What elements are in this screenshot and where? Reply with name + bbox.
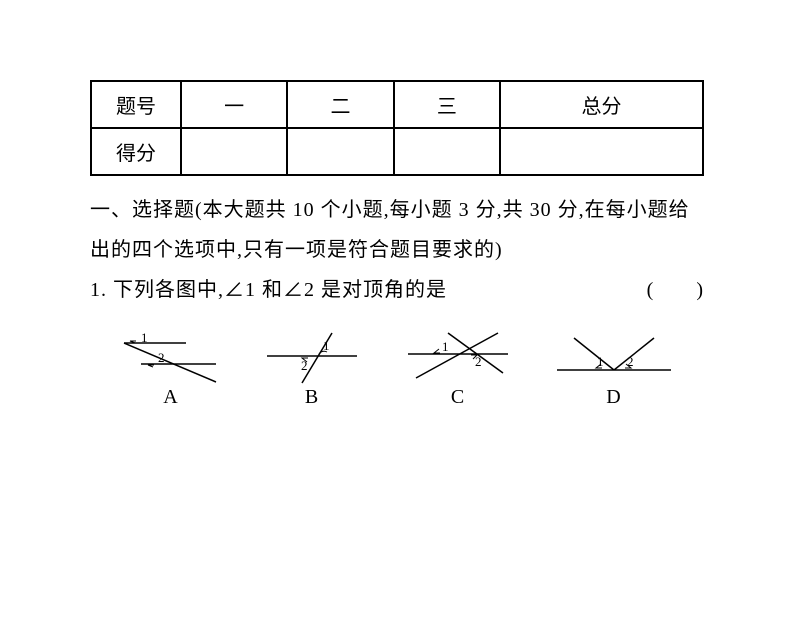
figure-c-label: C (451, 386, 464, 409)
angle-2-label: 2 (627, 354, 634, 369)
header-col-1: 一 (181, 81, 287, 128)
figure-d: 1 2 D (549, 328, 679, 409)
answer-paren: ( ) (647, 270, 704, 310)
figure-c: 1 2 C (398, 328, 518, 409)
header-col-3: 三 (394, 81, 500, 128)
score-cell-3 (394, 128, 500, 175)
header-total: 总分 (500, 81, 703, 128)
figure-b: 1 2 B (257, 328, 367, 409)
score-table: 题号 一 二 三 总分 得分 (90, 80, 704, 176)
figure-a: 1 2 A (116, 328, 226, 409)
score-label: 得分 (91, 128, 181, 175)
header-col-2: 二 (287, 81, 393, 128)
figures-row: 1 2 A 1 2 B 1 2 (90, 328, 704, 409)
section-heading: 一、选择题(本大题共 10 个小题,每小题 3 分,共 30 分,在每小题给出的… (90, 190, 704, 270)
figure-d-svg: 1 2 (549, 328, 679, 388)
figure-b-svg: 1 2 (257, 328, 367, 388)
section-title: 一、选择题 (90, 199, 195, 221)
table-score-row: 得分 (91, 128, 703, 175)
table-header-row: 题号 一 二 三 总分 (91, 81, 703, 128)
figure-d-label: D (606, 386, 620, 409)
angle-1-label: 1 (141, 330, 148, 345)
question-1: 1. 下列各图中,∠1 和∠2 是对顶角的是 ( ) (90, 270, 704, 310)
angle-2-label: 2 (158, 350, 165, 365)
figure-b-label: B (305, 386, 318, 409)
question-stem: 1. 下列各图中,∠1 和∠2 是对顶角的是 (90, 270, 647, 310)
angle-1-label: 1 (442, 339, 449, 354)
score-total-cell (500, 128, 703, 175)
header-label: 题号 (91, 81, 181, 128)
figure-a-svg: 1 2 (116, 328, 226, 388)
figure-a-label: A (163, 386, 177, 409)
question-number: 1. (90, 279, 107, 301)
score-cell-2 (287, 128, 393, 175)
figure-c-svg: 1 2 (398, 328, 518, 388)
question-text: 下列各图中,∠1 和∠2 是对顶角的是 (113, 279, 447, 301)
score-cell-1 (181, 128, 287, 175)
